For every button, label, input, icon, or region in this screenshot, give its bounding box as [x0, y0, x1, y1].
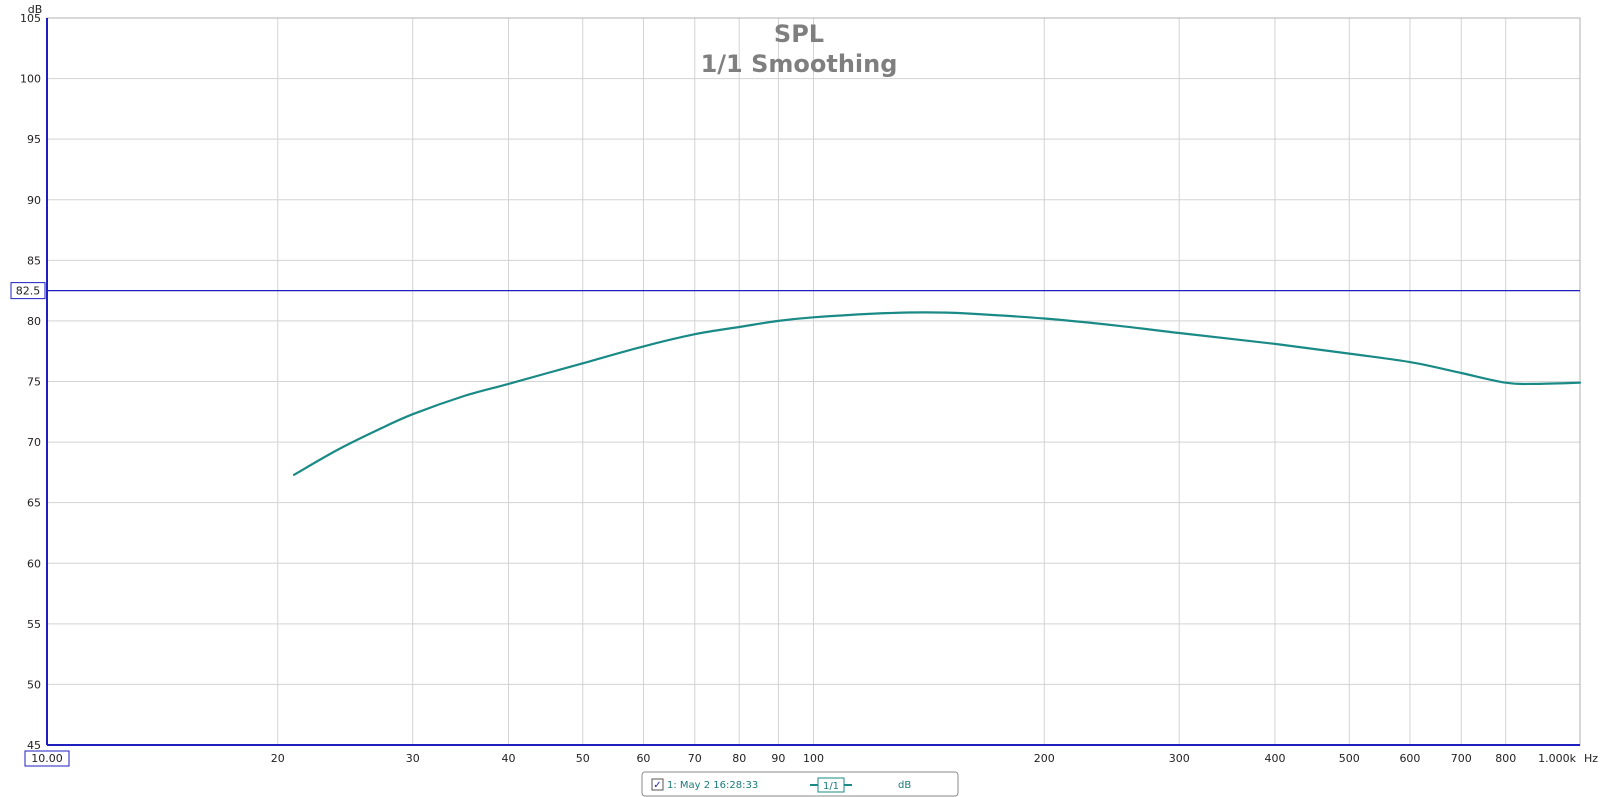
- smoothing-badge-label: 1/1: [823, 781, 839, 792]
- chart-subtitle: 1/1 Smoothing: [701, 50, 898, 78]
- y-tick-label: 90: [27, 194, 41, 207]
- x-tick-label: 600: [1399, 752, 1420, 765]
- x-min-label: 10.00: [31, 752, 63, 765]
- legend-box: ✓ 1: May 2 16:28:33 1/1 dB: [641, 771, 959, 797]
- y-tick-label: 45: [27, 739, 41, 752]
- legend-unit-label: dB: [898, 780, 911, 791]
- cursor-label-box[interactable]: [10, 282, 46, 300]
- x-tick-label: 700: [1451, 752, 1472, 765]
- y-tick-label: 85: [27, 254, 41, 267]
- x-tick-label: 1.000k: [1538, 752, 1576, 765]
- x-tick-label: 40: [501, 752, 515, 765]
- x-tick-label: 200: [1034, 752, 1055, 765]
- y-tick-label: 80: [27, 315, 41, 328]
- legend-checkbox[interactable]: [651, 778, 664, 791]
- x-tick-label: 60: [636, 752, 650, 765]
- x-min-label-box[interactable]: [24, 750, 70, 767]
- checkbox-check-icon: ✓: [653, 780, 661, 791]
- y-tick-label: 50: [27, 678, 41, 691]
- x-tick-label: 90: [771, 752, 785, 765]
- x-tick-label: 30: [406, 752, 420, 765]
- legend-frame: [641, 771, 959, 797]
- x-tick-label: 100: [803, 752, 824, 765]
- x-tick-label: 20: [271, 752, 285, 765]
- y-axis-unit-label: dB: [28, 3, 43, 16]
- chart-title: SPL: [774, 20, 824, 48]
- x-tick-label: 70: [688, 752, 702, 765]
- x-tick-label: 500: [1339, 752, 1360, 765]
- y-tick-label: 55: [27, 618, 41, 631]
- series-layer: [292, 311, 1582, 476]
- x-axis-unit-label: Hz: [1584, 752, 1598, 765]
- x-tick-label: 80: [732, 752, 746, 765]
- x-tick-label: 400: [1264, 752, 1285, 765]
- y-tick-label: 65: [27, 497, 41, 510]
- y-tick-label: 70: [27, 436, 41, 449]
- y-tick-label: 105: [20, 12, 41, 25]
- y-tick-label: 75: [27, 376, 41, 389]
- axis-layer: [46, 17, 1581, 746]
- cursor-layer[interactable]: 82.5: [10, 282, 1580, 300]
- series-line: [292, 311, 1582, 476]
- cursor-value-label: 82.5: [16, 285, 41, 298]
- x-tick-label: 50: [576, 752, 590, 765]
- y-tick-label: 60: [27, 557, 41, 570]
- label-layer: 45 50 55 60 65 70 75 80 85 90 95 100 105 20 30 40 50 60 70…: [20, 3, 1598, 767]
- y-tick-label: 95: [27, 133, 41, 146]
- x-tick-label: 800: [1495, 752, 1516, 765]
- x-tick-label: 300: [1169, 752, 1190, 765]
- y-tick-label: 100: [20, 73, 41, 86]
- legend-item-label[interactable]: 1: May 2 16:28:33: [667, 780, 758, 791]
